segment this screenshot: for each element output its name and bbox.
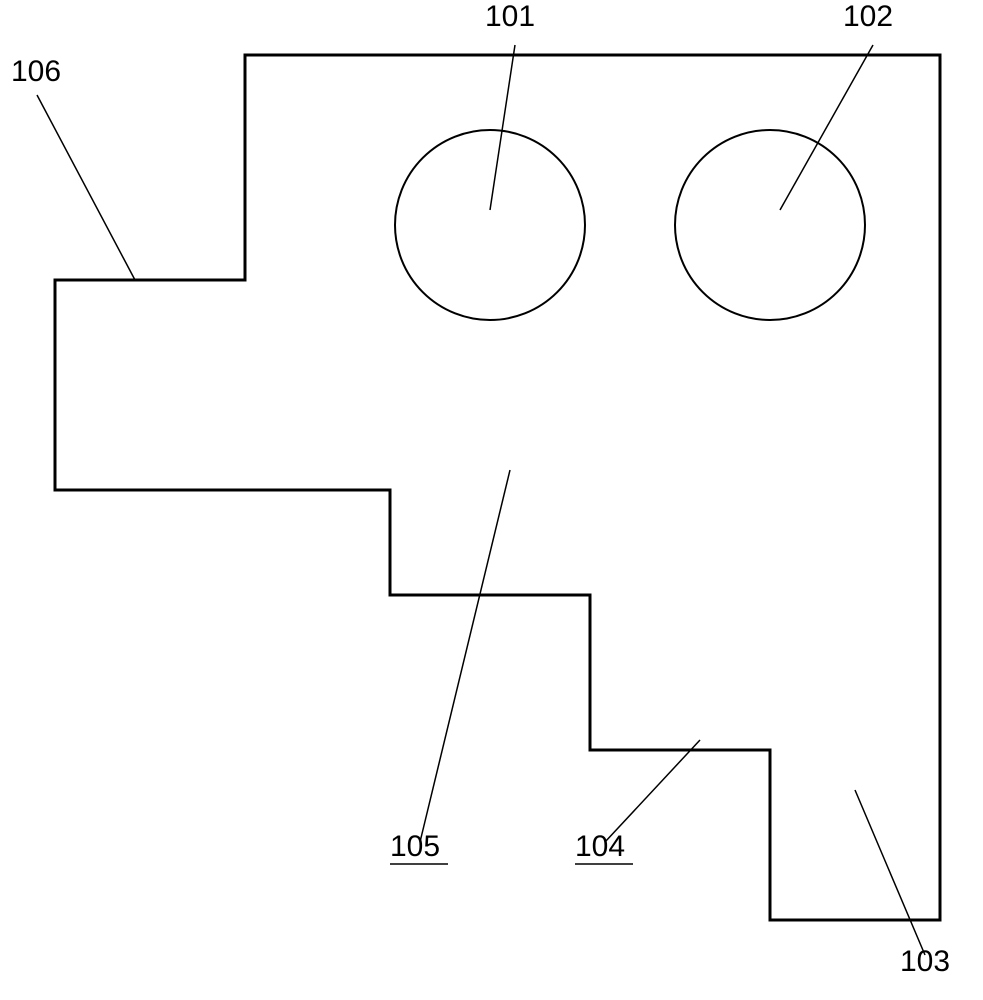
- label-105: 105: [390, 830, 440, 864]
- label-102: 102: [843, 0, 893, 34]
- circle-1: [395, 130, 585, 320]
- leader-line-105: [420, 470, 510, 842]
- outline-shape: [55, 55, 940, 920]
- leader-line-103: [855, 790, 925, 955]
- leader-line-101: [490, 45, 515, 210]
- leader-line-104: [605, 740, 700, 842]
- circle-2: [675, 130, 865, 320]
- leader-line-106: [37, 95, 135, 280]
- label-101: 101: [485, 0, 535, 34]
- label-106: 106: [11, 55, 61, 89]
- diagram-canvas: [0, 0, 983, 1000]
- label-103: 103: [900, 945, 950, 979]
- leader-line-102: [780, 45, 873, 210]
- label-104: 104: [575, 830, 625, 864]
